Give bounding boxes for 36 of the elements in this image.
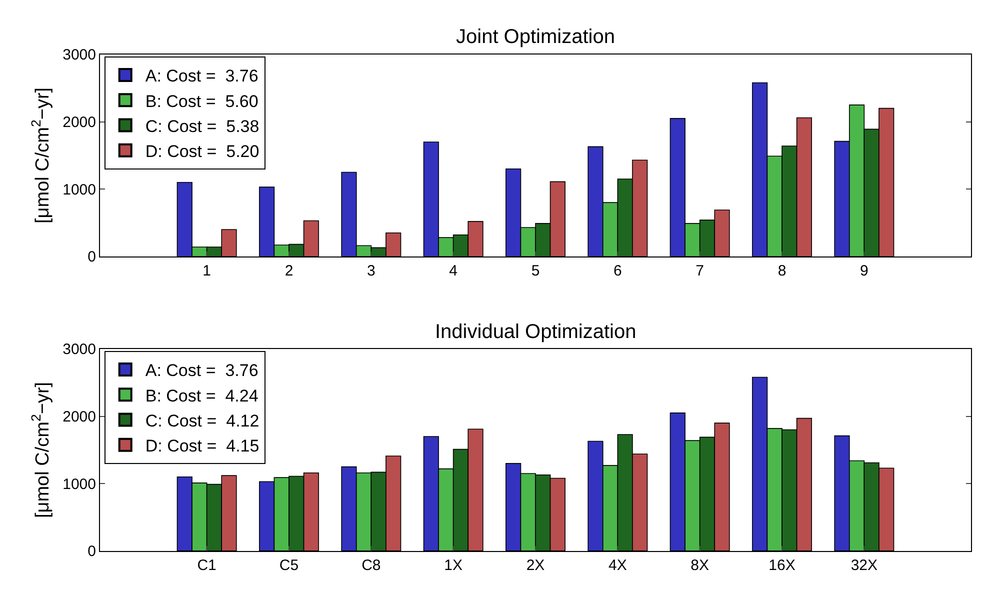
x-tick-label: 3 — [366, 262, 376, 280]
x-tick-label: 8X — [690, 556, 710, 574]
y-tick-label: 3000 — [62, 341, 96, 358]
x-tick-label: 2 — [284, 262, 294, 280]
chart-title: Individual Optimization — [435, 321, 636, 343]
x-tick-label: C5 — [279, 556, 299, 574]
x-tick-label: 1 — [202, 262, 211, 280]
x-tick-label: 2X — [526, 556, 545, 574]
legend-label: D: Cost = 4.15 — [145, 436, 260, 456]
legend-label: C: Cost = 5.38 — [145, 116, 260, 136]
x-tick-label: 32X — [850, 556, 878, 574]
y-tick-label: 1000 — [62, 181, 96, 198]
legend-label: A: Cost = 3.76 — [145, 66, 258, 86]
legend-label: A: Cost = 3.76 — [145, 361, 258, 380]
x-tick-label: 8 — [778, 262, 786, 280]
legend-label: B: Cost = 5.60 — [145, 92, 258, 111]
y-tick-label: 2000 — [62, 408, 96, 426]
y-tick-label: 3000 — [62, 46, 96, 64]
y-tick-label: 2000 — [62, 114, 96, 132]
x-tick-label: 5 — [531, 262, 540, 280]
x-tick-label: C1 — [197, 556, 216, 574]
x-tick-label: 6 — [614, 262, 622, 280]
y-tick-label: 1000 — [62, 476, 96, 493]
x-tick-label: C8 — [362, 556, 381, 574]
x-tick-label: 9 — [860, 262, 868, 280]
x-tick-label: 4 — [449, 262, 458, 280]
legend-label: D: Cost = 5.20 — [145, 142, 260, 161]
x-tick-label: 16X — [768, 556, 796, 574]
y-tick-label: 0 — [88, 543, 96, 560]
y-tick-label: 0 — [88, 248, 96, 266]
legend-label: B: Cost = 4.24 — [145, 386, 258, 406]
legend-label: C: Cost = 4.12 — [145, 411, 260, 430]
x-tick-label: 1X — [444, 556, 463, 574]
chart-title: Joint Optimization — [456, 26, 615, 48]
x-tick-label: 4X — [608, 556, 627, 574]
x-tick-label: 7 — [696, 262, 704, 280]
